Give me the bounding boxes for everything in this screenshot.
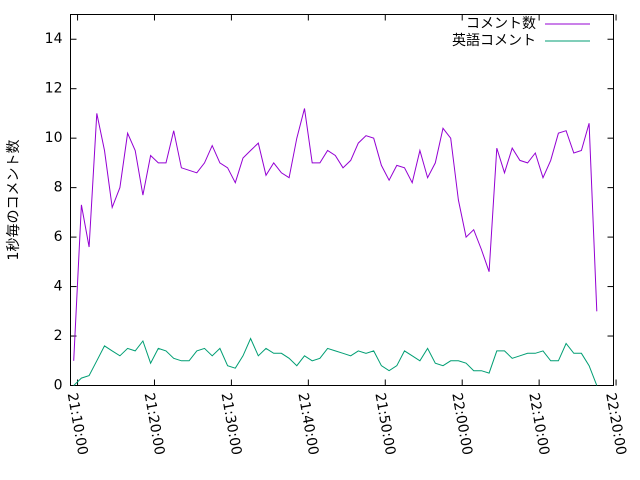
y-tick-label: 2 — [54, 328, 63, 344]
y-tick-label: 14 — [45, 31, 63, 47]
x-tick-label: 21:10:00 — [64, 392, 91, 457]
series-line — [73, 108, 598, 361]
x-tick-label: 22:20:00 — [602, 392, 629, 457]
series-line — [73, 337, 598, 386]
x-tick-label: 22:10:00 — [525, 392, 552, 457]
legend-label: 英語コメント — [452, 32, 536, 49]
plot-border — [70, 14, 614, 386]
y-tick-label: 10 — [45, 130, 63, 146]
x-tick-label: 21:20:00 — [141, 392, 168, 457]
x-tick-label: 22:00:00 — [448, 392, 475, 457]
y-tick-label: 4 — [54, 279, 63, 295]
legend-label: コメント数 — [466, 16, 536, 32]
x-tick-label: 21:40:00 — [294, 392, 321, 457]
x-tick-label: 21:30:00 — [218, 392, 245, 457]
x-tick-label: 21:50:00 — [371, 392, 398, 457]
y-axis-label: 1秒毎のコメント数 — [6, 140, 22, 261]
y-tick-label: 0 — [54, 378, 63, 394]
y-tick-label: 6 — [54, 229, 63, 245]
y-tick-label: 12 — [45, 81, 63, 97]
y-tick-label: 8 — [54, 180, 63, 196]
